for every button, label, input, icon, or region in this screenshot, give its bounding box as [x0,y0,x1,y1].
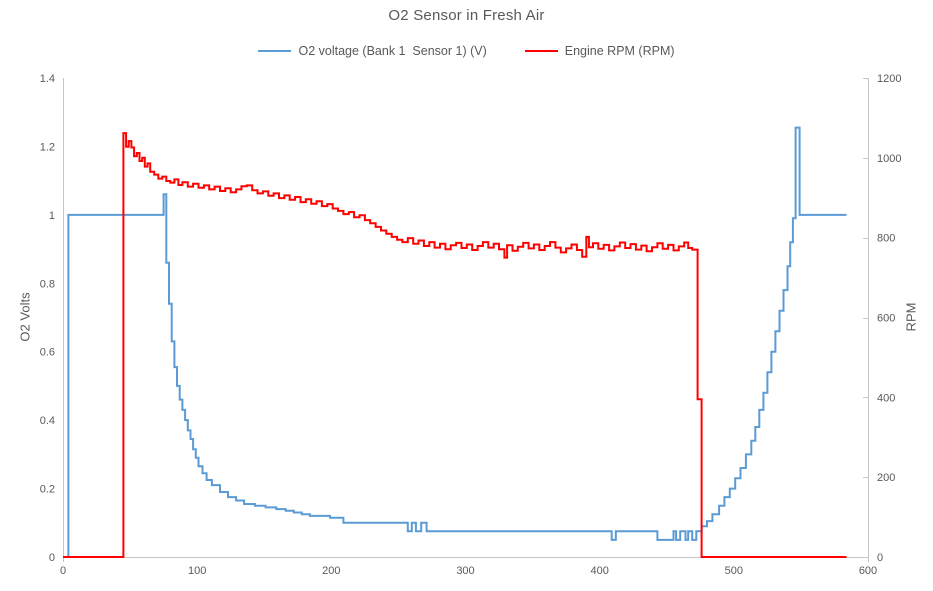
x-tick-400: 400 [590,565,608,577]
left-tick-1.2: 1.2 [40,141,55,153]
left-tick-0.2: 0.2 [40,484,55,496]
left-axis-title: O2 Volts [17,292,33,342]
axes [63,78,869,562]
left-tick-0.4: 0.4 [40,415,55,427]
left-tick-0: 0 [49,552,55,564]
legend-line-sample-red [524,50,558,52]
right-tick-0: 0 [877,552,883,564]
left-tick-0.8: 0.8 [40,278,55,290]
legend: O2 voltage (Bank 1 Sensor 1) (V) Engine … [0,44,933,58]
x-tick-200: 200 [322,565,340,577]
right-tick-800: 800 [877,233,895,245]
legend-line-sample-blue [258,50,292,52]
series-line-engine-rpm[interactable] [63,132,847,558]
x-tick-0: 0 [60,565,66,577]
right-axis-title: RPM [903,302,919,332]
right-tick-1000: 1000 [877,153,901,165]
right-tick-400: 400 [877,392,895,404]
series-layer [63,126,847,558]
right-tick-200: 200 [877,472,895,484]
legend-item-engine-rpm[interactable]: Engine RPM (RPM) [524,44,675,58]
x-tick-600: 600 [859,565,877,577]
x-tick-100: 100 [188,565,206,577]
right-tick-600: 600 [877,313,895,325]
legend-item-o2-voltage[interactable]: O2 voltage (Bank 1 Sensor 1) (V) [258,44,487,58]
x-tick-500: 500 [725,565,743,577]
left-tick-1: 1 [49,210,55,222]
legend-label-engine-rpm: Engine RPM (RPM) [564,44,675,58]
x-tick-300: 300 [456,565,474,577]
left-tick-0.6: 0.6 [40,347,55,359]
chart-title: O2 Sensor in Fresh Air [388,7,545,24]
left-tick-1.4: 1.4 [40,73,55,85]
legend-label-o2-voltage: O2 voltage (Bank 1 Sensor 1) (V) [298,44,487,58]
right-tick-1200: 1200 [877,73,901,85]
axis-tick-labels: 00.20.40.60.811.21.402004006008001000120… [40,73,902,577]
series-line-o2-voltage[interactable] [63,126,847,558]
